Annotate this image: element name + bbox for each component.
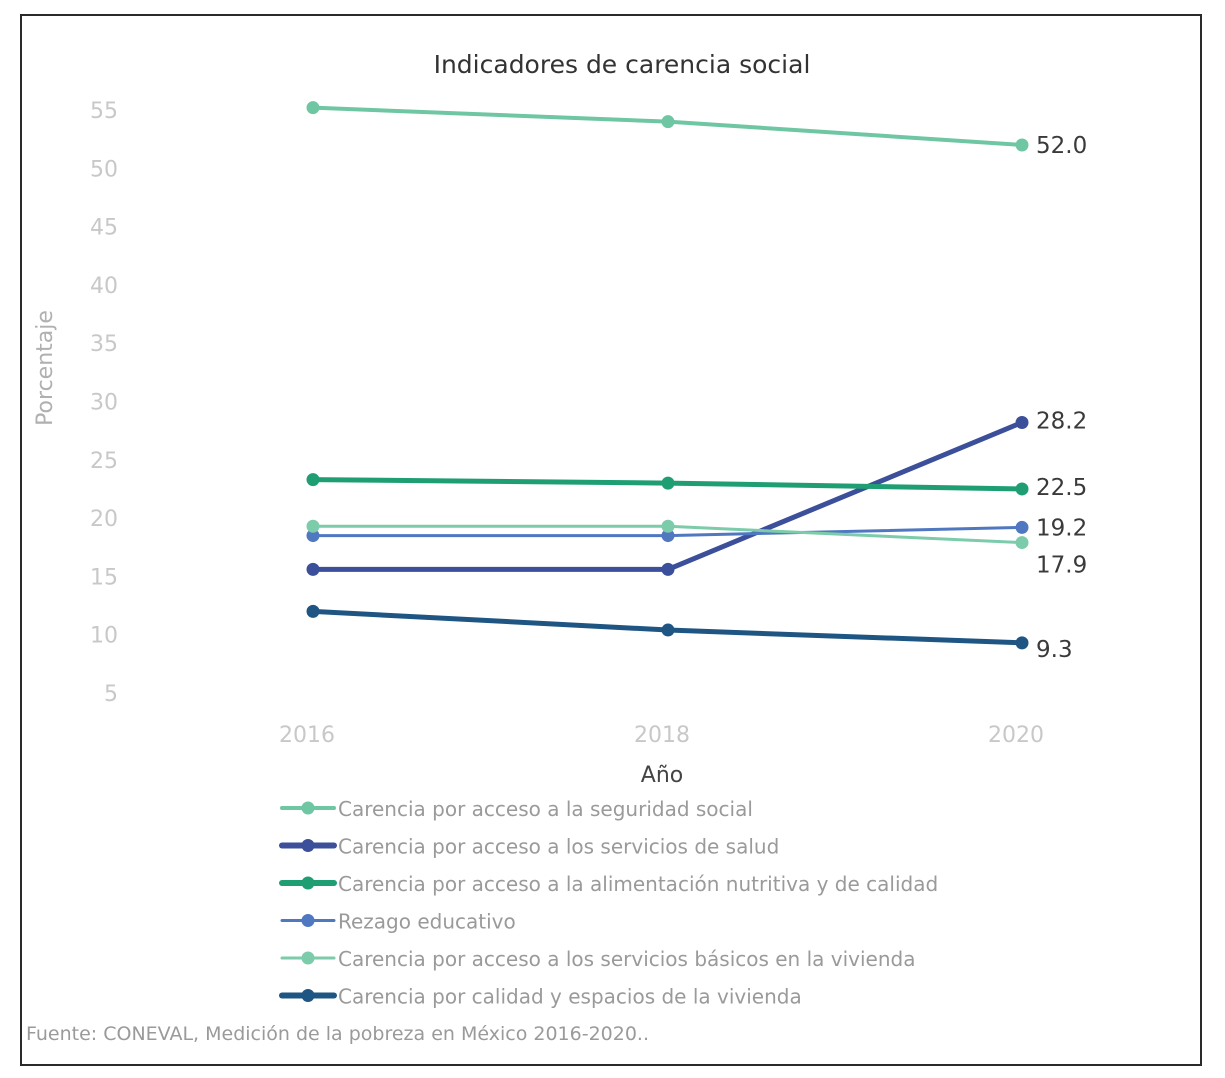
data-point [306, 604, 320, 618]
y-tick-label: 15 [90, 565, 118, 590]
legend-swatch-marker [301, 876, 315, 890]
y-tick-label: 10 [90, 624, 118, 649]
data-point [1015, 636, 1029, 650]
data-point [661, 519, 675, 533]
y-tick-label: 25 [90, 449, 118, 474]
chart-frame [20, 14, 1202, 1066]
data-point [306, 519, 320, 533]
series-lines: 52.0 28.2 22.5 19.2 17.9 9.3 [306, 101, 1087, 663]
data-point [1015, 415, 1029, 429]
data-label: 17.9 [1036, 553, 1087, 579]
legend-entry-label: Carencia por acceso a los servicios bási… [338, 947, 915, 971]
legend-swatch-marker [301, 914, 315, 927]
legend-entry-label: Carencia por acceso a la seguridad socia… [338, 797, 753, 821]
data-label: 28.2 [1036, 408, 1087, 434]
x-tick-label: 2020 [988, 723, 1044, 748]
legend-entry-label: Carencia por calidad y espacios de la vi… [338, 985, 802, 1009]
data-point [306, 562, 320, 576]
data-point [661, 562, 675, 576]
y-tick-label: 30 [90, 391, 118, 416]
series-line [313, 420, 1023, 572]
y-axis-title: Porcentaje [33, 310, 58, 426]
y-tick-label: 45 [90, 216, 118, 241]
data-point [661, 623, 675, 637]
x-tick-label: 2018 [634, 723, 690, 748]
chart-title: Indicadores de carencia social [434, 50, 811, 79]
y-tick-label: 50 [90, 157, 118, 182]
data-point [1015, 138, 1029, 152]
data-point [661, 529, 675, 543]
y-tick-label: 5 [104, 682, 118, 707]
data-point [661, 476, 675, 490]
source-note: Fuente: CONEVAL, Medición de la pobreza … [26, 1023, 649, 1045]
legend: Carencia por acceso a la seguridad socia… [279, 797, 938, 1009]
legend-entry-label: Rezago educativo [338, 910, 516, 934]
y-tick-label: 55 [90, 99, 118, 124]
y-tick-label: 35 [90, 332, 118, 357]
legend-entry-label: Carencia por acceso a los servicios de s… [338, 835, 779, 859]
x-axis-title: Año [641, 763, 683, 788]
data-point [306, 473, 320, 487]
data-label: 52.0 [1036, 133, 1087, 159]
data-point [661, 115, 675, 129]
y-tick-label: 20 [90, 507, 118, 532]
legend-swatch-marker [301, 839, 315, 852]
data-point [1015, 536, 1029, 550]
data-point [1015, 482, 1029, 496]
data-label: 22.5 [1036, 475, 1087, 501]
data-point [1015, 520, 1029, 534]
legend-swatch-marker [301, 989, 315, 1002]
x-tick-labels: 2016 2018 2020 [279, 723, 1044, 748]
legend-swatch-marker [301, 951, 315, 965]
legend-swatch-marker [301, 801, 315, 815]
y-tick-labels: 5 10 15 20 25 30 35 40 45 50 55 [90, 99, 118, 707]
data-point [306, 101, 320, 115]
x-tick-label: 2016 [279, 723, 335, 748]
data-point [306, 529, 320, 543]
data-label: 19.2 [1036, 515, 1087, 541]
y-tick-label: 40 [90, 274, 118, 299]
legend-entry-label: Carencia por acceso a la alimentación nu… [338, 872, 938, 896]
data-label: 9.3 [1036, 637, 1073, 663]
